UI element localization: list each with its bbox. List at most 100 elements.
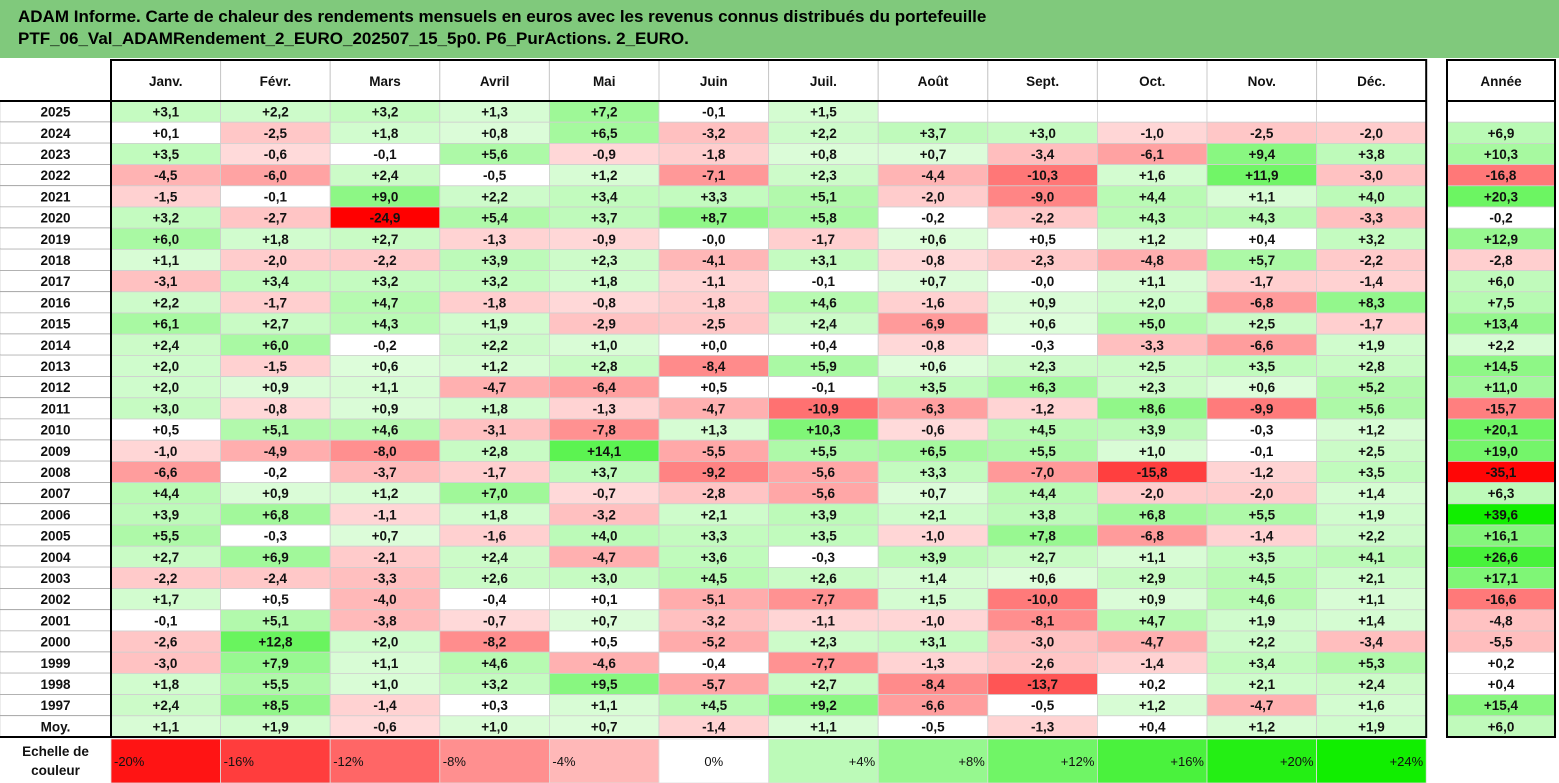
cell-value: -0,7 — [483, 613, 506, 628]
heatmap-cell — [1097, 100, 1208, 123]
cell-value: +3,3 — [700, 529, 727, 544]
cell-value: +3,5 — [920, 380, 947, 395]
cell-value: +2,2 — [481, 338, 508, 353]
cell-value: +2,8 — [591, 359, 618, 374]
cell-value: +3,7 — [920, 126, 947, 141]
scale-swatch — [110, 738, 221, 783]
cell-value: +3,5 — [1248, 359, 1275, 374]
cell-value: +12,8 — [258, 635, 293, 650]
cell-value: +2,7 — [1029, 550, 1056, 565]
cell-value: -3,7 — [373, 465, 396, 480]
cell-value: -2,9 — [593, 317, 616, 332]
cell-value: -8,1 — [1031, 613, 1055, 628]
cell-value: +1,0 — [372, 677, 399, 692]
column-header: Nov. — [1248, 74, 1276, 89]
scale-swatch — [220, 738, 331, 783]
cell-value: -2,1 — [373, 550, 397, 565]
cell-value: +1,1 — [1248, 189, 1275, 204]
cell-value: +1,5 — [810, 105, 837, 120]
cell-value: +5,0 — [1139, 317, 1166, 332]
cell-value: +3,7 — [591, 211, 618, 226]
cell-value: +14,1 — [587, 444, 622, 459]
row-label: 2010 — [40, 423, 70, 438]
row-label: 2002 — [40, 592, 70, 607]
cell-value: -2,3 — [1031, 253, 1055, 268]
cell-value: -1,1 — [373, 507, 397, 522]
cell-value: -3,3 — [373, 571, 397, 586]
cell-value: -4,7 — [702, 401, 725, 416]
cell-value: +4,3 — [1248, 211, 1275, 226]
cell-value: -2,0 — [921, 189, 944, 204]
heatmap-cell — [1316, 100, 1427, 123]
cell-value: -2,0 — [1360, 126, 1383, 141]
heatmap-cell — [987, 100, 1098, 123]
cell-value: -7,8 — [593, 423, 617, 438]
cell-value: +2,5 — [1358, 444, 1385, 459]
cell-value: -0,1 — [702, 105, 726, 120]
cell-value: +0,5 — [152, 423, 179, 438]
cell-value: +5,7 — [1248, 253, 1275, 268]
cell-value: +6,5 — [920, 444, 947, 459]
cell-value: +4,7 — [372, 295, 399, 310]
year-value: +39,6 — [1484, 507, 1519, 522]
cell-value: -0,2 — [921, 211, 944, 226]
cell-value: +4,4 — [1139, 189, 1166, 204]
cell-value: -0,7 — [593, 486, 616, 501]
cell-value: +3,4 — [591, 189, 618, 204]
cell-value: -4,7 — [1141, 635, 1164, 650]
cell-value: -2,8 — [702, 486, 726, 501]
cell-value: +3,4 — [262, 274, 289, 289]
cell-value: +5,6 — [481, 147, 508, 162]
cell-value: +3,3 — [920, 465, 947, 480]
cell-value: -0,6 — [373, 719, 397, 734]
cell-value: -1,8 — [702, 295, 726, 310]
cell-value: -6,0 — [264, 168, 287, 183]
cell-value: +2,3 — [1029, 359, 1056, 374]
cell-value: -5,5 — [702, 444, 726, 459]
cell-value: +3,5 — [1358, 465, 1385, 480]
cell-value: +9,4 — [1248, 147, 1275, 162]
cell-value: +2,1 — [700, 507, 727, 522]
cell-value: -7,0 — [1031, 465, 1054, 480]
year-value: +26,6 — [1484, 550, 1519, 565]
cell-value: +6,1 — [152, 317, 179, 332]
row-label: 2014 — [40, 338, 71, 353]
cell-value: -0,0 — [1031, 274, 1054, 289]
cell-value: -1,4 — [1141, 656, 1165, 671]
cell-value: +6,5 — [591, 126, 618, 141]
cell-value: +0,6 — [372, 359, 399, 374]
cell-value: +3,1 — [810, 253, 837, 268]
column-header: Avril — [480, 74, 510, 89]
year-value: +6,3 — [1488, 486, 1515, 501]
cell-value: +2,8 — [481, 444, 508, 459]
cell-value: -4,4 — [921, 168, 945, 183]
cell-value: +2,3 — [810, 168, 837, 183]
row-label: 2000 — [40, 635, 70, 650]
scale-tick-label: +24% — [1390, 754, 1424, 769]
cell-value: +5,5 — [1029, 444, 1056, 459]
cell-value: -2,2 — [154, 571, 177, 586]
cell-value: -7,7 — [812, 656, 835, 671]
cell-value: +2,1 — [920, 507, 947, 522]
cell-value: +1,1 — [152, 719, 179, 734]
cell-value: +1,9 — [1358, 719, 1385, 734]
cell-value: +5,5 — [152, 529, 179, 544]
cell-value: -1,0 — [921, 613, 944, 628]
cell-value: +3,1 — [152, 105, 179, 120]
title-line-1: ADAM Informe. Carte de chaleur des rende… — [18, 7, 987, 26]
scale-tick-label: +20% — [1280, 754, 1314, 769]
cell-value: -6,8 — [1250, 295, 1274, 310]
title-line-2: PTF_06_Val_ADAMRendement_2_EURO_202507_1… — [18, 29, 689, 48]
row-label: 1998 — [40, 677, 71, 692]
cell-value: +2,3 — [591, 253, 618, 268]
cell-value: +1,3 — [481, 105, 508, 120]
cell-value: +10,3 — [806, 423, 841, 438]
cell-value: -1,7 — [483, 465, 506, 480]
year-value: +19,0 — [1484, 444, 1518, 459]
year-value: +0,4 — [1488, 677, 1515, 692]
scale-tick-label: -20% — [114, 754, 145, 769]
cell-value: +1,2 — [1139, 232, 1166, 247]
cell-value: +0,8 — [481, 126, 508, 141]
cell-value: +1,8 — [152, 677, 179, 692]
